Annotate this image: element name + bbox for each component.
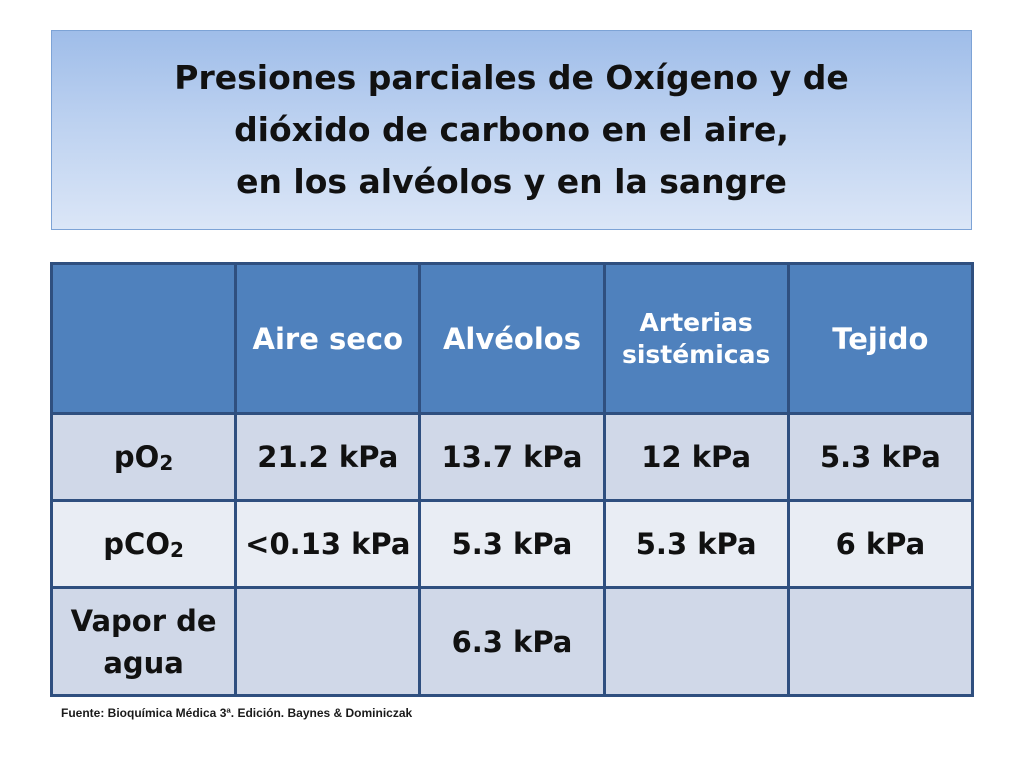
header-alveolos: Alvéolos xyxy=(418,262,606,415)
row-label-vapor-line-2: agua xyxy=(103,645,184,680)
header-tejido: Tejido xyxy=(786,262,975,415)
table-row-po2: pO2 21.2 kPa 13.7 kPa 12 kPa 5.3 kPa xyxy=(49,412,975,502)
cell-vapor-tejido xyxy=(786,586,975,697)
header-aire-seco: Aire seco xyxy=(234,262,422,415)
row-label-po2-base: pO xyxy=(113,440,160,474)
title-line-3: en los alvéolos y en la sangre xyxy=(236,162,787,201)
cell-pco2-aire-seco: <0.13 kPa xyxy=(234,499,422,589)
row-label-vapor-de-agua: Vapor de agua xyxy=(49,586,238,697)
header-arterias-sistemicas: Arterias sistémicas xyxy=(602,262,790,415)
row-label-po2-subscript: 2 xyxy=(159,451,174,475)
row-label-vapor-line-1: Vapor de xyxy=(70,603,217,638)
partial-pressure-table: Aire seco Alvéolos Arterias sistémicas T… xyxy=(49,262,975,697)
cell-po2-alveolos: 13.7 kPa xyxy=(418,412,606,502)
title-line-2: dióxido de carbono en el aire, xyxy=(234,110,789,149)
header-empty-cell xyxy=(49,262,238,415)
cell-vapor-aire-seco xyxy=(234,586,422,697)
cell-pco2-arterias: 5.3 kPa xyxy=(602,499,790,589)
title-line-1: Presiones parciales de Oxígeno y de xyxy=(174,58,849,97)
title-box: Presiones parciales de Oxígeno y de dióx… xyxy=(51,30,972,230)
source-citation: Fuente: Bioquímica Médica 3ª. Edición. B… xyxy=(61,706,413,720)
cell-po2-arterias: 12 kPa xyxy=(602,412,790,502)
table-row-pco2: pCO2 <0.13 kPa 5.3 kPa 5.3 kPa 6 kPa xyxy=(49,499,975,589)
cell-pco2-alveolos: 5.3 kPa xyxy=(418,499,606,589)
cell-po2-tejido: 5.3 kPa xyxy=(786,412,975,502)
cell-vapor-arterias xyxy=(602,586,790,697)
header-arterias-line-2: sistémicas xyxy=(621,339,771,369)
cell-vapor-alveolos: 6.3 kPa xyxy=(418,586,606,697)
row-label-pco2-subscript: 2 xyxy=(169,538,184,562)
table-row-vapor: Vapor de agua 6.3 kPa xyxy=(49,586,975,697)
cell-pco2-tejido: 6 kPa xyxy=(786,499,975,589)
row-label-po2: pO2 xyxy=(49,412,238,502)
row-label-pco2: pCO2 xyxy=(49,499,238,589)
row-label-pco2-base: pCO xyxy=(103,527,170,561)
header-arterias-line-1: Arterias xyxy=(639,307,753,337)
cell-po2-aire-seco: 21.2 kPa xyxy=(234,412,422,502)
table-header-row: Aire seco Alvéolos Arterias sistémicas T… xyxy=(49,262,975,415)
